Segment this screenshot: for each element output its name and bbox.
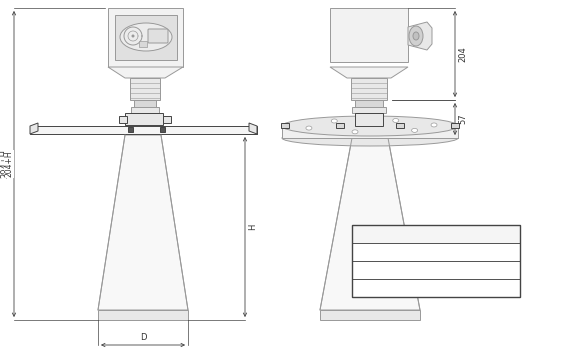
- Text: DN80: DN80: [364, 248, 389, 257]
- Text: 204+H: 204+H: [5, 151, 14, 177]
- Bar: [119, 116, 127, 123]
- Text: 喇叭口高度H: 喇叭口高度H: [475, 229, 506, 238]
- Bar: [352, 279, 520, 297]
- Ellipse shape: [411, 128, 418, 132]
- Circle shape: [131, 35, 134, 37]
- FancyBboxPatch shape: [148, 29, 168, 43]
- Ellipse shape: [352, 130, 358, 134]
- Bar: [131, 107, 159, 113]
- Bar: [98, 310, 188, 320]
- Bar: [355, 113, 383, 126]
- Bar: [336, 123, 344, 128]
- Bar: [160, 127, 165, 132]
- Text: 204: 204: [458, 46, 467, 62]
- Text: 620: 620: [483, 284, 500, 293]
- Bar: [320, 310, 420, 320]
- Ellipse shape: [306, 126, 312, 130]
- Text: Φ121: Φ121: [419, 284, 443, 293]
- Polygon shape: [282, 126, 458, 138]
- Bar: [134, 100, 156, 108]
- Text: DN125: DN125: [361, 284, 391, 293]
- Ellipse shape: [331, 119, 337, 123]
- Polygon shape: [108, 8, 183, 67]
- Text: 288: 288: [483, 265, 500, 274]
- Bar: [281, 123, 289, 128]
- Bar: [352, 243, 520, 261]
- Bar: [139, 41, 147, 47]
- Text: 喇叭口直径D: 喇叭口直径D: [415, 229, 447, 238]
- Polygon shape: [330, 67, 408, 78]
- Bar: [355, 100, 383, 108]
- Polygon shape: [98, 135, 188, 310]
- Text: 204+H: 204+H: [1, 150, 10, 178]
- Text: 57: 57: [458, 114, 467, 124]
- Text: DN100: DN100: [361, 265, 391, 274]
- Ellipse shape: [409, 26, 423, 46]
- Polygon shape: [30, 123, 38, 134]
- Polygon shape: [320, 138, 420, 310]
- Bar: [352, 225, 520, 243]
- Bar: [130, 78, 160, 100]
- Text: H: H: [248, 224, 257, 230]
- Text: 法兰: 法兰: [371, 229, 381, 238]
- Ellipse shape: [431, 123, 437, 127]
- Polygon shape: [108, 67, 183, 78]
- Text: D: D: [140, 332, 146, 341]
- Polygon shape: [115, 15, 177, 60]
- Ellipse shape: [393, 119, 399, 123]
- Bar: [352, 225, 520, 297]
- Bar: [396, 123, 404, 128]
- Text: Φ96: Φ96: [422, 265, 440, 274]
- Text: 204+H: 204+H: [2, 150, 11, 178]
- Ellipse shape: [282, 130, 458, 146]
- Text: Φ76: Φ76: [422, 248, 440, 257]
- Bar: [330, 8, 408, 62]
- Bar: [163, 116, 171, 123]
- Ellipse shape: [120, 23, 172, 51]
- Bar: [451, 123, 459, 128]
- Ellipse shape: [282, 116, 458, 136]
- Text: 227: 227: [483, 248, 500, 257]
- Bar: [351, 78, 387, 100]
- Ellipse shape: [413, 32, 419, 40]
- Polygon shape: [30, 126, 257, 134]
- Polygon shape: [408, 22, 432, 50]
- Bar: [128, 127, 133, 132]
- Bar: [125, 113, 163, 125]
- Bar: [352, 107, 386, 113]
- Bar: [352, 261, 520, 279]
- Polygon shape: [249, 123, 257, 134]
